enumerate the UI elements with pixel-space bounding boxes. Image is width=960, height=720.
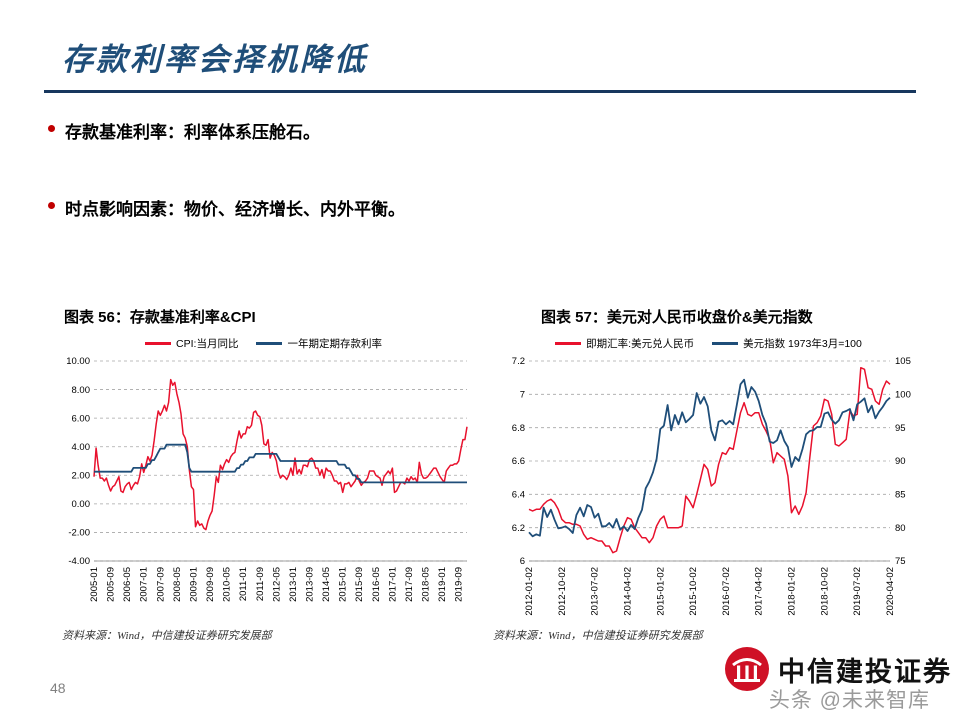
legend-line-blue-icon — [712, 342, 739, 345]
legend-item-dollar-index: 美元指数 1973年3月=100 — [712, 336, 862, 351]
page-number: 48 — [50, 680, 66, 696]
bullet-dot — [48, 125, 55, 132]
legend-line-blue-icon — [256, 342, 283, 345]
svg-text:8.00: 8.00 — [72, 385, 91, 396]
bullet-list: 存款基准利率：利率体系压舱石。 时点影响因素：物价、经济增长、内外平衡。 — [48, 118, 908, 272]
svg-text:2020-04-02: 2020-04-02 — [885, 567, 896, 616]
svg-text:85: 85 — [895, 490, 906, 501]
legend-label-dollar-index: 美元指数 1973年3月=100 — [743, 338, 862, 350]
svg-text:2018-10-02: 2018-10-02 — [819, 567, 830, 616]
chart-56-plot: -4.00 -2.00 0.00 2.00 4.00 6.00 8.00 10.00 2005-… — [66, 356, 468, 602]
legend-label-deposit-rate: 一年期定期存款利率 — [287, 338, 382, 350]
svg-text:7: 7 — [520, 390, 525, 401]
watermark: 头条 @未来智库 — [768, 689, 930, 712]
svg-text:2015-01: 2015-01 — [338, 567, 349, 602]
svg-text:7.2: 7.2 — [512, 356, 525, 367]
svg-text:2013-07-02: 2013-07-02 — [590, 567, 601, 616]
svg-text:2011-09: 2011-09 — [255, 567, 266, 601]
svg-text:6.2: 6.2 — [512, 523, 525, 534]
page-title: 存款利率会择机降低 — [62, 42, 368, 78]
chart-57-legend: 即期汇率:美元兑人民币 美元指数 1973年3月=100 — [493, 336, 924, 351]
svg-text:-4.00: -4.00 — [68, 556, 90, 567]
svg-text:2016-05: 2016-05 — [371, 567, 382, 602]
title-divider — [44, 90, 916, 93]
chart-56-panel: 图表 56：存款基准利率&CPI CPI:当月同比 一年期定期存款利率 -4.0… — [48, 306, 479, 643]
svg-text:2.00: 2.00 — [72, 470, 91, 481]
svg-text:2017-01: 2017-01 — [387, 567, 398, 602]
svg-text:2017-09: 2017-09 — [404, 567, 415, 602]
svg-text:6: 6 — [520, 556, 525, 567]
svg-text:2008-05: 2008-05 — [172, 567, 183, 602]
company-name: 中信建投证券 — [778, 656, 952, 687]
charts-row: 图表 56：存款基准利率&CPI CPI:当月同比 一年期定期存款利率 -4.0… — [48, 306, 924, 643]
svg-text:100: 100 — [895, 390, 911, 401]
svg-text:90: 90 — [895, 456, 906, 467]
svg-text:-2.00: -2.00 — [68, 528, 90, 539]
chart-57-plot: 6 6.2 6.4 6.6 6.8 7 7.2 75 80 85 90 95 100 105 2012-01… — [512, 356, 911, 616]
svg-text:6.6: 6.6 — [512, 456, 525, 467]
svg-text:2012-10-02: 2012-10-02 — [557, 567, 568, 616]
svg-text:2006-05: 2006-05 — [122, 567, 133, 602]
svg-text:2012-01-02: 2012-01-02 — [524, 567, 535, 616]
svg-text:75: 75 — [895, 556, 906, 567]
chart-57-panel: 图表 57：美元对人民币收盘价&美元指数 即期汇率:美元兑人民币 美元指数 19… — [493, 306, 924, 643]
chart-57-source: 资料来源：Wind，中信建投证券研究发展部 — [493, 630, 703, 642]
legend-item-deposit-rate: 一年期定期存款利率 — [256, 336, 382, 351]
svg-text:2005-09: 2005-09 — [106, 567, 117, 602]
svg-text:2009-09: 2009-09 — [205, 567, 216, 602]
legend-item-cpi: CPI:当月同比 — [145, 336, 238, 351]
svg-text:2013-09: 2013-09 — [305, 567, 316, 602]
svg-text:2014-04-02: 2014-04-02 — [622, 567, 633, 616]
chart-56-title: 图表 56：存款基准利率&CPI — [64, 309, 256, 326]
chart-57-title: 图表 57：美元对人民币收盘价&美元指数 — [541, 309, 813, 326]
svg-text:4.00: 4.00 — [72, 442, 91, 453]
bullet-text: 时点影响因素：物价、经济增长、内外平衡。 — [65, 200, 405, 219]
legend-label-cpi: CPI:当月同比 — [176, 338, 239, 350]
svg-text:0.00: 0.00 — [72, 499, 91, 510]
svg-text:2019-09: 2019-09 — [454, 567, 465, 602]
svg-text:2007-01: 2007-01 — [139, 567, 150, 602]
svg-text:2009-01: 2009-01 — [188, 567, 199, 602]
chart-56-source: 资料来源：Wind，中信建投证券研究发展部 — [62, 630, 272, 642]
svg-text:105: 105 — [895, 356, 911, 367]
svg-text:2005-01: 2005-01 — [89, 567, 100, 602]
svg-text:2018-05: 2018-05 — [421, 567, 432, 602]
svg-text:6.00: 6.00 — [72, 413, 91, 424]
svg-text:2012-05: 2012-05 — [271, 567, 282, 602]
svg-text:2013-01: 2013-01 — [288, 567, 299, 602]
svg-text:95: 95 — [895, 423, 906, 434]
legend-line-red-icon — [145, 342, 172, 345]
svg-text:2019-01: 2019-01 — [437, 567, 448, 602]
bullet-dot — [48, 202, 55, 209]
bullet-item: 存款基准利率：利率体系压舱石。 — [48, 118, 908, 143]
legend-label-usdcny: 即期汇率:美元兑人民币 — [586, 338, 695, 350]
legend-line-red-icon — [555, 342, 582, 345]
svg-text:2015-10-02: 2015-10-02 — [688, 567, 699, 616]
company-logo: 中信建投证券 — [724, 646, 952, 692]
svg-text:2019-07-02: 2019-07-02 — [852, 567, 863, 616]
legend-item-usdcny: 即期汇率:美元兑人民币 — [555, 336, 694, 351]
bullet-item: 时点影响因素：物价、经济增长、内外平衡。 — [48, 195, 908, 220]
svg-text:2007-09: 2007-09 — [155, 567, 166, 602]
svg-text:80: 80 — [895, 523, 906, 534]
svg-text:2014-05: 2014-05 — [321, 567, 332, 602]
svg-text:2017-04-02: 2017-04-02 — [754, 567, 765, 616]
svg-text:6.8: 6.8 — [512, 423, 525, 434]
svg-text:6.4: 6.4 — [512, 490, 525, 501]
bullet-text: 存款基准利率：利率体系压舱石。 — [65, 123, 320, 142]
company-emblem-icon — [725, 647, 769, 691]
svg-text:2015-01-02: 2015-01-02 — [655, 567, 666, 616]
svg-text:2011-01: 2011-01 — [238, 567, 249, 601]
svg-text:2018-01-02: 2018-01-02 — [787, 567, 798, 616]
chart-56-legend: CPI:当月同比 一年期定期存款利率 — [48, 336, 479, 351]
svg-text:10.00: 10.00 — [66, 356, 90, 367]
svg-text:2016-07-02: 2016-07-02 — [721, 567, 732, 616]
svg-text:2015-09: 2015-09 — [354, 567, 365, 602]
svg-text:2010-05: 2010-05 — [222, 567, 233, 602]
